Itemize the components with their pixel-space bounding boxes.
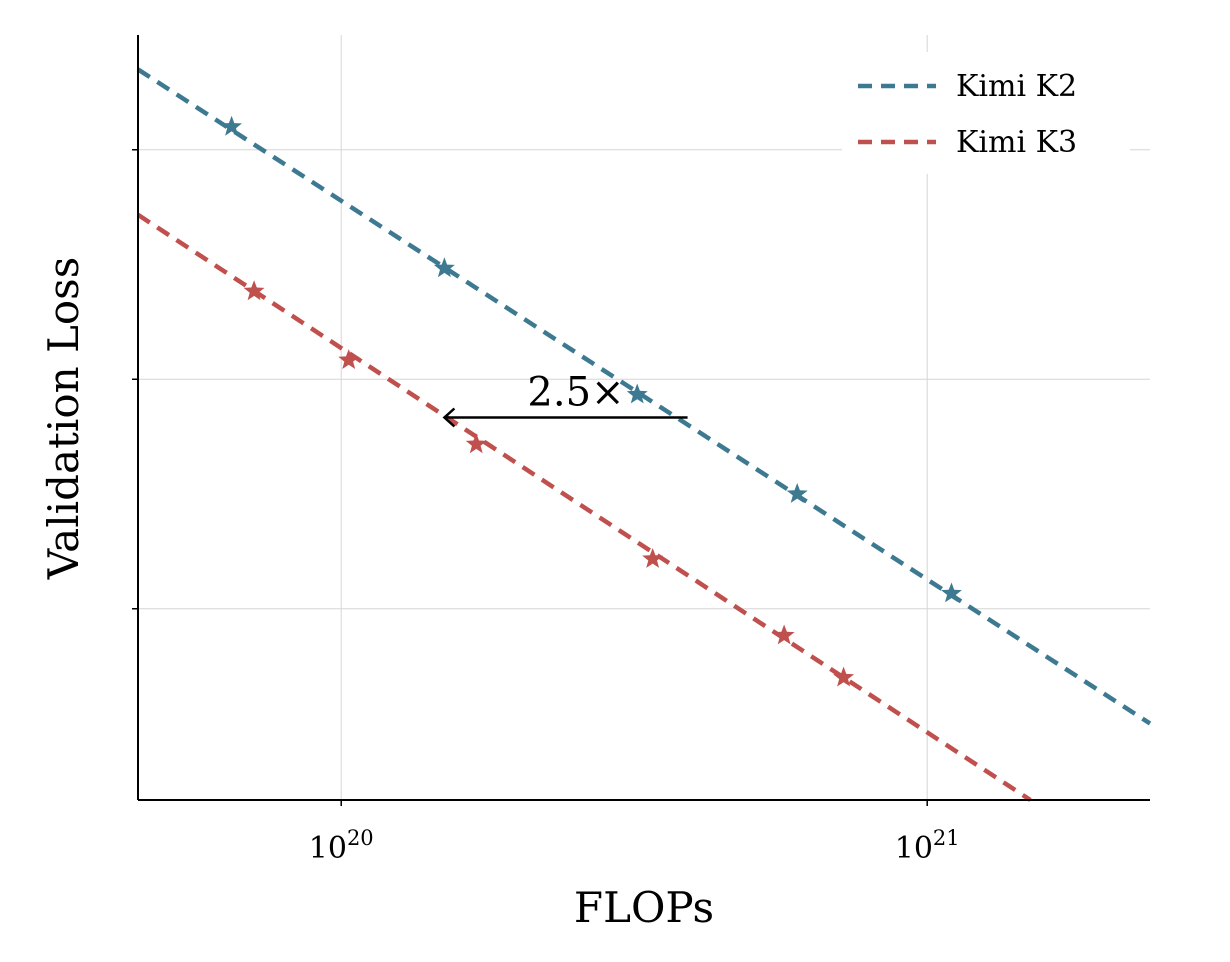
ticks: 1020 1021 xyxy=(132,149,960,866)
series-point-star xyxy=(338,349,360,369)
series-point-star xyxy=(433,257,455,278)
axes xyxy=(137,35,1150,801)
series-layer xyxy=(136,67,1152,802)
y-axis-label: Validation Loss xyxy=(39,257,88,581)
series-point-star xyxy=(941,582,962,603)
legend-label: Kimi K3 xyxy=(956,125,1077,160)
x-axis-label: FLOPs xyxy=(574,883,714,932)
series-point-star xyxy=(221,115,242,136)
annotation-arrow-head xyxy=(442,407,456,428)
x-tick-label: 1020 xyxy=(309,826,374,866)
legend: Kimi K2 Kimi K3 xyxy=(842,52,1130,174)
legend-label: Kimi K2 xyxy=(956,69,1077,104)
series-point-star xyxy=(465,433,487,454)
series-1 xyxy=(136,67,1152,726)
annotation-label: 2.5× xyxy=(527,370,624,416)
series-point-star xyxy=(786,483,808,503)
series-point-star xyxy=(626,383,648,404)
series-point-star xyxy=(243,280,265,301)
series-line xyxy=(136,212,1032,802)
legend-background xyxy=(842,52,1130,174)
series-line xyxy=(136,67,1152,726)
annotation: 2.5× xyxy=(442,370,688,428)
series-point-star xyxy=(833,666,855,687)
series-2 xyxy=(136,212,1032,802)
x-tick-label: 1021 xyxy=(895,826,960,866)
series-point-star xyxy=(773,624,795,645)
series-point-star xyxy=(642,548,664,568)
